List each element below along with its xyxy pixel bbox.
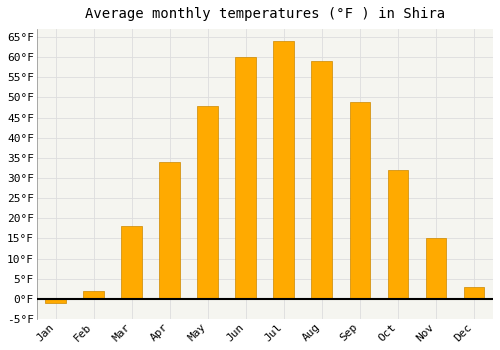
- Bar: [122, 226, 142, 299]
- Bar: [312, 61, 332, 299]
- Bar: [388, 170, 408, 299]
- Bar: [426, 238, 446, 299]
- Title: Average monthly temperatures (°F ) in Shira: Average monthly temperatures (°F ) in Sh…: [85, 7, 445, 21]
- Bar: [236, 57, 256, 299]
- Bar: [198, 106, 218, 299]
- Bar: [46, 299, 66, 303]
- Bar: [274, 41, 294, 299]
- Bar: [160, 162, 180, 299]
- Bar: [84, 291, 104, 299]
- Bar: [464, 287, 484, 299]
- Bar: [350, 102, 370, 299]
